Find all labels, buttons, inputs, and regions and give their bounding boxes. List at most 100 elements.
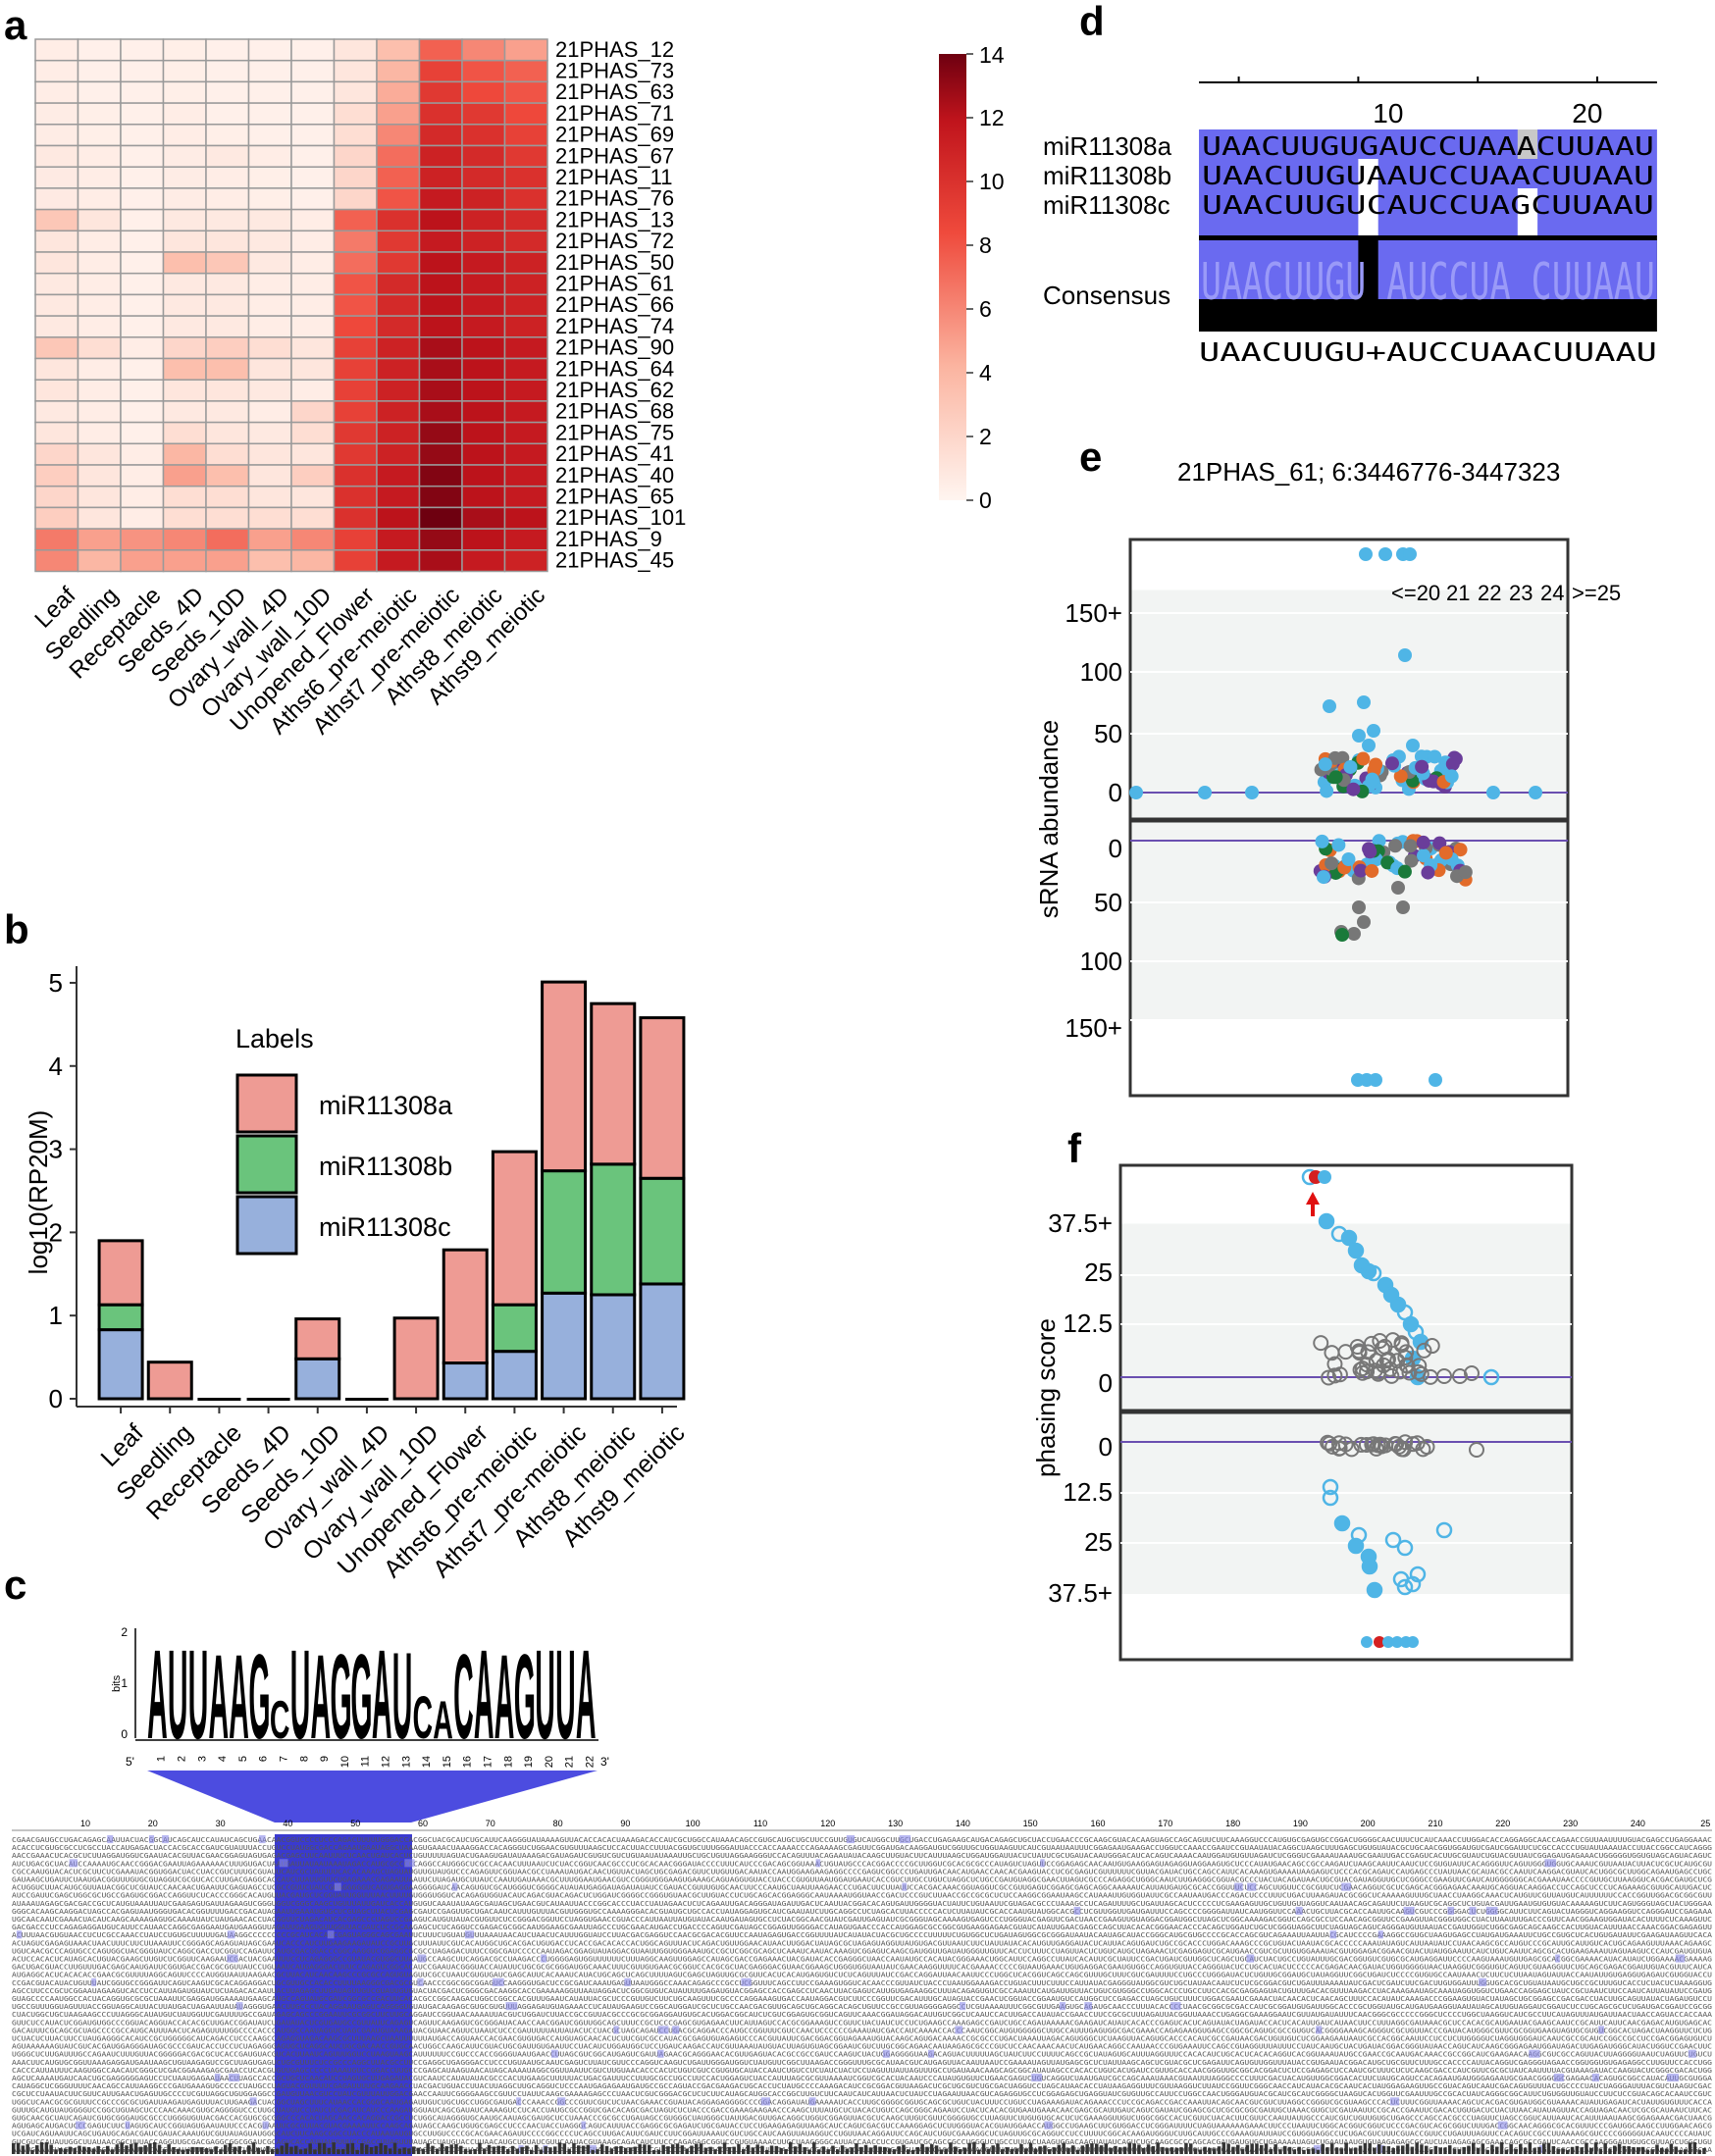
logo-letter: U	[168, 1623, 188, 1766]
heatmap-row-label: 21PHAS_75	[555, 420, 674, 444]
heatmap-cell	[290, 272, 336, 296]
heatmap-cell	[34, 144, 79, 168]
data-point	[1367, 724, 1380, 738]
logo-letter: U	[290, 1623, 311, 1766]
conservation-bar	[742, 2149, 746, 2154]
heatmap-cell	[247, 442, 292, 466]
conservation-bar	[816, 2149, 821, 2154]
conservation-bar	[384, 2144, 388, 2154]
conservation-bar	[91, 2148, 96, 2154]
conservation-bar	[544, 2146, 547, 2154]
conservation-bar	[1269, 2148, 1273, 2154]
conservation-bar	[1193, 2148, 1198, 2154]
conservation-bar	[78, 2145, 81, 2154]
conservation-bar	[1561, 2148, 1565, 2154]
data-point	[1313, 1335, 1329, 1352]
logo-letter: G	[248, 1628, 270, 1764]
heatmap-cell	[34, 251, 79, 275]
heatmap-cell	[120, 166, 165, 189]
conservation-bar	[1090, 2143, 1094, 2154]
conservation-bar	[185, 2148, 190, 2154]
ruler-label: 220	[1495, 1819, 1510, 1828]
heatmap-cell	[77, 400, 122, 424]
heatmap-cell	[333, 272, 378, 296]
heatmap-cell	[120, 38, 165, 62]
conservation-bar	[638, 2144, 642, 2154]
conservation-bar	[1066, 2148, 1070, 2154]
heatmap-cell	[461, 528, 506, 551]
heatmap-cell	[376, 230, 421, 253]
heatmap-cell	[162, 357, 207, 381]
alignment-highlight	[1059, 2002, 1065, 2011]
data-point	[1378, 1353, 1395, 1369]
conservation-bar	[402, 2147, 406, 2154]
bar-miR11308a	[590, 1001, 637, 1166]
alignment-highlight	[516, 2097, 522, 2106]
heatmap-cell	[120, 124, 165, 147]
heatmap-cell	[247, 166, 292, 189]
logo-letter: C	[270, 1691, 290, 1750]
logo-zoom-connector	[147, 1771, 598, 1822]
heatmap-cell	[461, 293, 506, 317]
y-tick-label: 0	[1109, 834, 1122, 863]
conservation-bar	[483, 2148, 487, 2154]
data-point	[1427, 774, 1441, 789]
conservation-bar	[1391, 2147, 1395, 2154]
panel-d-letter: d	[1079, 0, 1105, 44]
conservation-bar	[1632, 2147, 1636, 2154]
alignment-highlight	[229, 2074, 240, 2082]
conservation-bar	[1019, 2143, 1023, 2154]
data-point	[1469, 1442, 1484, 1458]
conservation-bar	[840, 2145, 845, 2154]
heatmap-cell	[461, 166, 506, 189]
alignment-highlight	[1447, 1906, 1455, 1915]
heatmap-cell	[290, 102, 336, 126]
alignment-row: CGAACGAUGCCUGACAGAGCAAUUACUACGGCAUCAGCAU…	[12, 1836, 1712, 1844]
data-point	[1404, 853, 1419, 868]
heatmap-cell	[418, 421, 463, 445]
heatmap-cell	[376, 293, 421, 317]
data-point	[1397, 1350, 1414, 1366]
conservation-bar	[892, 2149, 897, 2154]
conservation-bar	[1080, 2145, 1085, 2154]
heatmap-cell	[333, 166, 378, 189]
data-point	[1354, 1364, 1371, 1381]
conservation-bar	[548, 2147, 552, 2154]
heatmap-cell	[333, 144, 378, 168]
conservation-bar	[567, 2148, 571, 2154]
conservation-bar	[577, 2145, 581, 2154]
heatmap-cell	[205, 230, 250, 253]
heatmap-cell	[290, 230, 336, 253]
heatmap-cell	[205, 442, 250, 466]
heatmap-cell	[34, 124, 79, 147]
conservation-bar	[294, 2145, 298, 2154]
conservation-bar	[539, 2149, 544, 2154]
heatmap-cell	[120, 208, 165, 232]
heatmap-cell	[77, 506, 122, 530]
conservation-bar	[910, 2149, 915, 2154]
heatmap-cell	[34, 187, 79, 211]
conservation-bar	[1358, 2145, 1363, 2154]
conservation-bar	[341, 2149, 345, 2154]
conservation-bar	[1052, 2147, 1057, 2154]
heatmap-cell	[162, 549, 207, 573]
heatmap-cell	[34, 59, 79, 83]
heatmap-cell	[333, 400, 378, 424]
heatmap-cell	[247, 230, 292, 253]
heatmap-cell	[34, 166, 79, 189]
alignment-row: UGGGCUCUUGAUUUGCCAGAAUCUUUGUUACGGGGGACGA…	[12, 2051, 1712, 2059]
conservation-bar	[774, 2145, 779, 2154]
logo-letter: G	[514, 1628, 536, 1764]
heatmap-cell	[461, 506, 506, 530]
legend-label: miR11308c	[319, 1212, 451, 1242]
alignment-row: ACUCCACACUCAUAGCACUGUACGAAGCUUGUCUCGGUUC…	[12, 1956, 1712, 1964]
data-point	[1356, 751, 1371, 766]
heatmap-cell	[120, 336, 165, 360]
conservation-bar	[619, 2145, 623, 2154]
conservation-bar	[219, 2149, 223, 2154]
conservation-bar	[831, 2145, 835, 2154]
data-point	[1322, 1489, 1339, 1507]
data-point	[1438, 846, 1453, 860]
conservation-bar	[1523, 2147, 1528, 2154]
